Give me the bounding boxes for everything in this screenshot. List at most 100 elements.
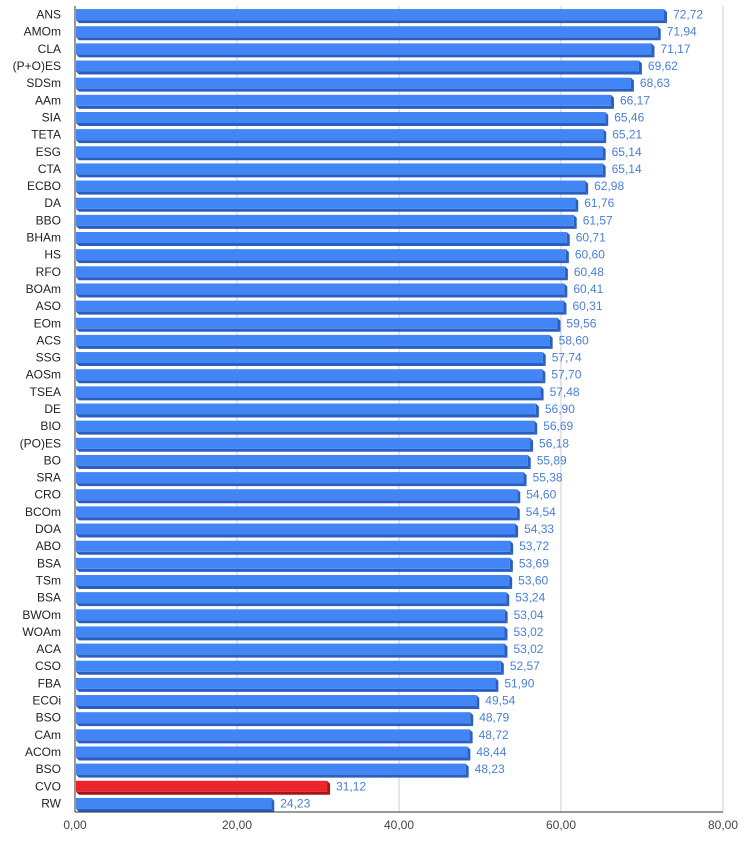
value-label: 58,60 — [559, 333, 589, 347]
value-label: 60,48 — [574, 265, 604, 279]
bar-face — [76, 232, 567, 244]
bar-depth-side — [573, 214, 577, 229]
bar — [76, 232, 570, 247]
value-label: 53,04 — [514, 608, 544, 622]
value-label: 48,44 — [476, 745, 506, 759]
bar-depth-bottom — [76, 37, 661, 41]
value-label: 48,72 — [479, 728, 509, 742]
bar — [76, 214, 577, 229]
bar-face — [76, 60, 639, 72]
bar-depth-bottom — [76, 157, 606, 161]
bar-face — [76, 540, 511, 552]
bar-depth-bottom — [76, 723, 474, 727]
bar-face — [76, 626, 505, 638]
bar-depth-bottom — [76, 397, 544, 401]
category-label: HS — [44, 248, 61, 262]
bar-face — [76, 352, 543, 364]
category-label: RW — [41, 796, 61, 810]
bar-face — [76, 214, 574, 226]
bar-face — [76, 77, 631, 89]
bar — [76, 626, 508, 641]
bar-depth-side — [602, 146, 606, 161]
bar — [76, 352, 546, 367]
category-label: ECBO — [27, 179, 61, 193]
category-label: SRA — [36, 471, 61, 485]
bar-face — [76, 523, 516, 535]
bar — [76, 454, 531, 469]
bar-depth-side — [467, 746, 471, 761]
bar-depth-side — [575, 197, 579, 212]
value-label: 53,24 — [515, 591, 545, 605]
bar-depth-bottom — [76, 345, 553, 349]
bar-depth-bottom — [76, 757, 471, 761]
bar-face — [76, 26, 658, 38]
value-label: 53,02 — [513, 642, 543, 656]
category-label: ACOm — [25, 745, 61, 759]
bar-depth-side — [530, 437, 534, 452]
bar-face — [76, 163, 603, 175]
bar-depth-bottom — [76, 140, 607, 144]
bar-face — [76, 506, 517, 518]
bar-depth-bottom — [76, 294, 568, 298]
bar-depth-side — [504, 609, 508, 624]
value-label: 54,54 — [526, 505, 556, 519]
bar-face — [76, 266, 565, 278]
bar-depth-side — [517, 489, 521, 504]
bar-face — [76, 729, 470, 741]
value-label: 56,90 — [545, 402, 575, 416]
bar-depth-side — [476, 695, 480, 710]
value-label: 49,54 — [485, 694, 515, 708]
bar-depth-side — [504, 643, 508, 658]
bar-depth-side — [651, 43, 655, 58]
bar-face — [76, 249, 566, 261]
bar-face — [76, 797, 272, 809]
value-label: 48,23 — [475, 762, 505, 776]
bar-depth-side — [469, 729, 473, 744]
bar — [76, 43, 655, 58]
bar — [76, 386, 544, 401]
bar — [76, 763, 469, 778]
value-label: 62,98 — [594, 179, 624, 193]
bar-face — [76, 317, 558, 329]
value-labels: 72,72 71,94 71,17 69,62 68,63 66,17 65,46 65,21… — [280, 8, 703, 811]
value-label: 60,31 — [573, 299, 603, 313]
bar — [76, 712, 474, 727]
x-tick-label: 40,00 — [384, 818, 414, 832]
value-label: 68,63 — [640, 76, 670, 90]
bar — [76, 111, 609, 126]
category-label: (PO)ES — [20, 436, 61, 450]
bar — [76, 677, 499, 692]
value-label: 72,72 — [673, 8, 703, 22]
bar-depth-bottom — [76, 105, 614, 109]
category-label: WOAm — [22, 625, 61, 639]
bar-depth-bottom — [76, 500, 521, 504]
bar-depth-side — [527, 454, 531, 469]
bar — [76, 506, 520, 521]
value-label: 65,21 — [612, 128, 642, 142]
bar — [76, 420, 538, 435]
bar — [76, 574, 513, 589]
bar-depth-side — [638, 60, 642, 75]
category-label: CRO — [34, 488, 61, 502]
bar — [76, 317, 561, 332]
bar-depth-bottom — [76, 620, 508, 624]
bar — [76, 163, 606, 178]
value-label: 51,90 — [504, 676, 534, 690]
category-label: CTA — [38, 162, 61, 176]
category-label: AAm — [35, 93, 61, 107]
value-label: 53,02 — [513, 625, 543, 639]
bar-depth-side — [540, 386, 544, 401]
bar-depth-side — [657, 26, 661, 41]
category-label: CVO — [35, 779, 61, 793]
axes — [74, 6, 723, 813]
bar-depth-bottom — [76, 534, 519, 538]
category-label: CSO — [35, 659, 61, 673]
value-label: 66,17 — [620, 93, 650, 107]
value-label: 53,72 — [519, 539, 549, 553]
bar-depth-side — [327, 780, 331, 795]
bar-depth-bottom — [76, 88, 634, 92]
bar — [76, 660, 504, 675]
bar-depth-side — [549, 334, 553, 349]
bar-depth-side — [563, 300, 567, 315]
bar — [76, 609, 508, 624]
